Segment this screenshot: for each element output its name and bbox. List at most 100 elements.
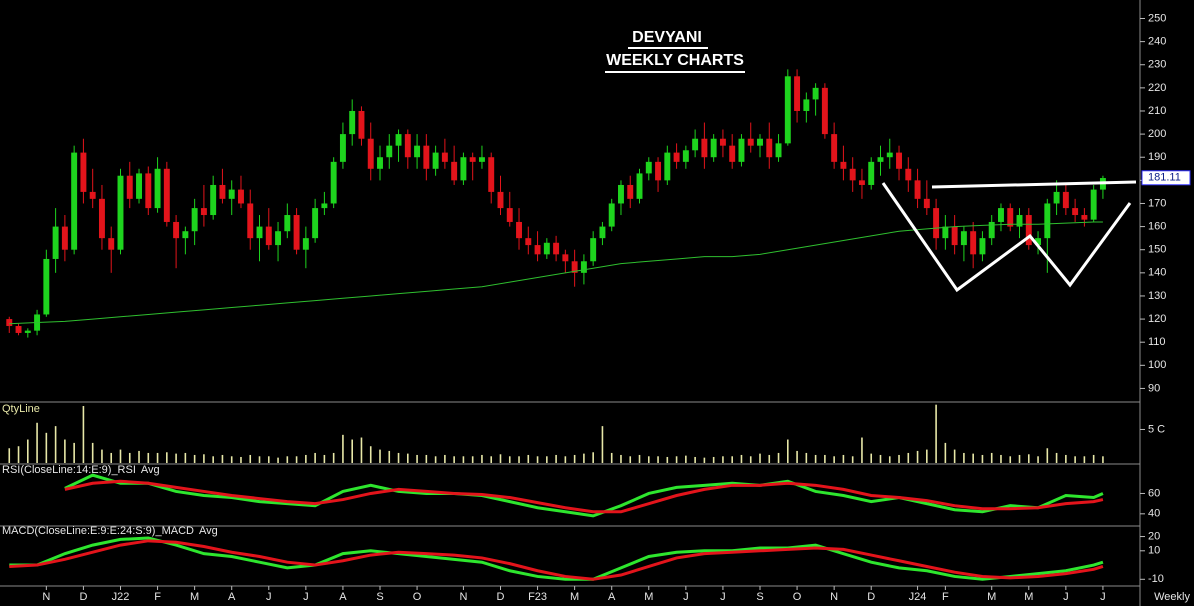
candle-body <box>858 180 865 185</box>
y-tick-label: 90 <box>1148 382 1160 394</box>
legend-entry: Avg <box>199 525 218 537</box>
y-tick-label: 210 <box>1148 105 1166 117</box>
volume-bar <box>277 457 279 463</box>
candle-body <box>998 208 1004 222</box>
candle-body <box>933 208 940 239</box>
candle-body <box>942 226 949 239</box>
volume-bar <box>694 456 696 463</box>
volume-bar <box>703 457 706 463</box>
candle-body <box>775 143 782 158</box>
y-tick-label: 150 <box>1148 244 1166 256</box>
volume-bar <box>768 454 771 463</box>
volume-bar <box>64 439 66 463</box>
volume-bar <box>527 454 530 463</box>
y-tick-label: 40 <box>1148 508 1160 520</box>
volume-bar <box>851 456 854 463</box>
candle-body <box>608 203 615 227</box>
candle-body <box>738 138 745 162</box>
candle-body <box>469 157 476 162</box>
candle-body <box>478 157 485 162</box>
candle-body <box>599 226 606 239</box>
candle-body <box>757 138 763 146</box>
candle-body <box>580 261 587 273</box>
volume-bar <box>620 454 622 463</box>
candle-body <box>627 184 634 199</box>
x-tick-label: S <box>756 591 763 603</box>
candle-body <box>89 191 96 199</box>
x-tick-label: A <box>339 591 347 603</box>
candle-body <box>349 110 356 135</box>
x-tick-label: F <box>942 591 949 603</box>
candle-body <box>200 208 207 216</box>
volume-bar <box>1102 456 1104 463</box>
volume-bar <box>722 456 724 463</box>
candle-body <box>766 138 773 158</box>
volume-bar <box>1046 448 1049 463</box>
volume-bar <box>203 454 205 463</box>
volume-bar <box>82 406 85 463</box>
candle-body <box>682 150 689 162</box>
period-label: Weekly <box>1154 591 1190 603</box>
volume-bar <box>425 454 428 463</box>
x-tick-label: O <box>413 591 422 603</box>
volume-bar <box>110 452 113 463</box>
volume-bar <box>342 434 344 463</box>
candle-body <box>173 221 180 239</box>
y-tick-label: 5 C <box>1148 423 1165 435</box>
candle-body <box>1090 189 1097 220</box>
candle-body <box>247 203 254 239</box>
candle-body <box>701 138 708 158</box>
volume-bar <box>675 456 678 463</box>
volume-bar <box>740 454 743 463</box>
volume-bar <box>888 456 891 463</box>
candle-body <box>794 76 801 111</box>
volume-bar <box>1074 456 1076 463</box>
volume-bar <box>777 452 780 463</box>
x-tick-label: J <box>683 591 689 603</box>
candle-body <box>821 87 828 135</box>
y-tick-label: 20 <box>1148 530 1160 542</box>
y-tick-label: 170 <box>1148 197 1166 209</box>
volume-bar <box>453 456 455 463</box>
volume-bar <box>805 452 808 463</box>
candle-body <box>61 226 68 250</box>
volume-bar <box>555 454 557 463</box>
legend-entry: RSI(CloseLine:14:E:9)_RSI <box>2 464 136 476</box>
candle-body <box>497 191 504 209</box>
candle-body <box>525 238 532 246</box>
indicator-line <box>9 536 1104 581</box>
volume-bar <box>1027 454 1030 463</box>
candle-body <box>312 208 319 239</box>
candle-body <box>191 208 198 232</box>
volume-bar <box>573 454 576 463</box>
candle-body <box>98 198 105 239</box>
candle-body <box>868 161 875 185</box>
volume-bar <box>990 452 993 463</box>
y-tick-label: 130 <box>1148 290 1166 302</box>
panel-title: QtyLine <box>2 403 40 415</box>
volume-bar <box>870 453 873 463</box>
x-tick-label: M <box>570 591 579 603</box>
y-tick-label: 240 <box>1148 36 1166 48</box>
legend-entry: MACD(CloseLine:E:9:E:24:S:9)_MACD <box>2 525 194 537</box>
volume-bar <box>119 449 122 463</box>
volume-bar <box>546 456 548 463</box>
x-tick-label: J <box>266 591 272 603</box>
indicator-line <box>64 479 1104 514</box>
volume-bar <box>138 450 140 463</box>
moving-average <box>9 221 1103 325</box>
x-tick-label: A <box>228 591 236 603</box>
volume-bar <box>101 449 103 463</box>
candle-body <box>210 184 217 216</box>
candle-body <box>719 138 726 146</box>
volume-bar <box>638 454 641 463</box>
candle-body <box>339 134 346 162</box>
volume-bar <box>833 456 835 463</box>
candle-body <box>432 152 439 169</box>
volume-bar <box>759 453 761 463</box>
volume-bar <box>508 456 511 463</box>
volume-bar <box>898 454 900 463</box>
candle-body <box>52 226 59 259</box>
volume-bar <box>499 454 502 463</box>
